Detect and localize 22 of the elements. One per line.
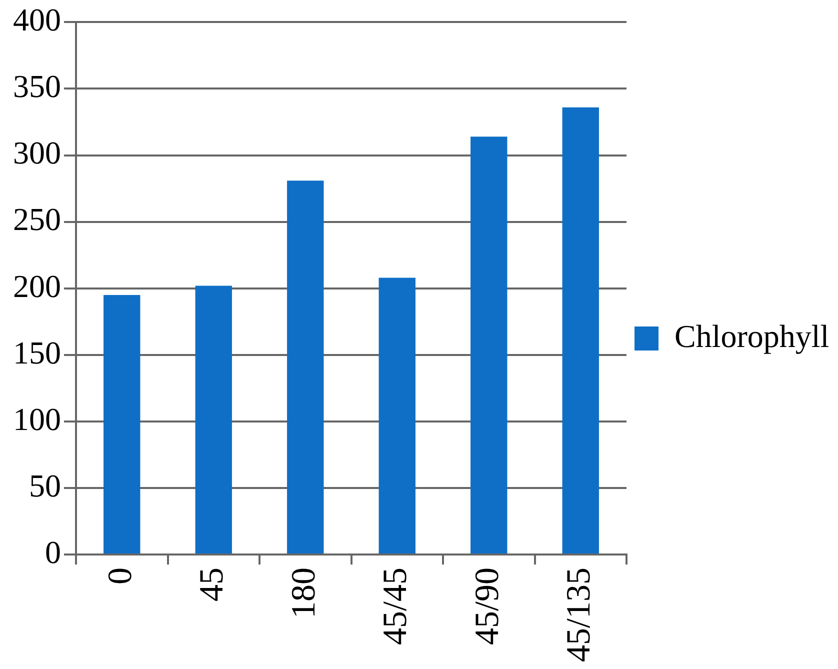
x-tick-label: 45/90 [468, 568, 506, 646]
bar [562, 107, 599, 554]
x-tick-label: 180 [285, 568, 322, 619]
y-tick-label: 150 [13, 334, 61, 370]
bar [378, 278, 416, 554]
y-tick-label: 0 [45, 534, 61, 570]
x-tick-label: 0 [102, 568, 139, 585]
y-tick-label: 100 [13, 400, 61, 437]
bar [470, 136, 508, 554]
y-tick-label: 50 [29, 467, 61, 504]
y-tick-label: 250 [13, 201, 61, 238]
x-tick-label: 45/45 [377, 568, 414, 646]
y-tick-label: 300 [13, 134, 61, 171]
bar [287, 180, 324, 554]
y-tick-label: 400 [13, 2, 61, 38]
y-tick-label: 200 [13, 268, 61, 304]
x-tick-label: 45/135 [560, 568, 598, 662]
y-tick-label: 350 [13, 68, 61, 104]
bar [195, 286, 232, 554]
bar [104, 295, 140, 554]
legend-label: Chlorophyll [674, 318, 830, 354]
x-tick-label: 45 [194, 568, 231, 602]
